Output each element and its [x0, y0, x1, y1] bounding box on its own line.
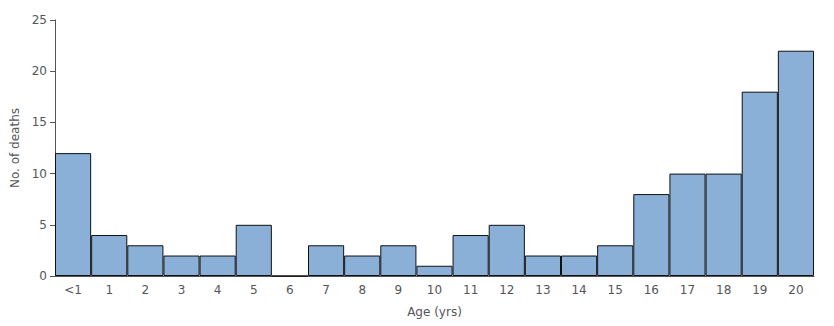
svg-text:12: 12	[499, 283, 514, 297]
svg-text:5: 5	[39, 218, 47, 232]
svg-text:6: 6	[286, 283, 294, 297]
svg-text:8: 8	[358, 283, 366, 297]
svg-text:16: 16	[644, 283, 659, 297]
svg-text:2: 2	[142, 283, 150, 297]
svg-text:No. of deaths: No. of deaths	[8, 108, 22, 188]
svg-text:20: 20	[32, 64, 47, 78]
svg-text:5: 5	[250, 283, 258, 297]
svg-text:3: 3	[178, 283, 186, 297]
svg-text:11: 11	[463, 283, 478, 297]
svg-text:9: 9	[395, 283, 403, 297]
svg-text:13: 13	[535, 283, 550, 297]
svg-text:10: 10	[427, 283, 442, 297]
svg-text:14: 14	[571, 283, 586, 297]
svg-text:0: 0	[39, 269, 47, 283]
svg-text:<1: <1	[64, 283, 82, 297]
svg-text:15: 15	[32, 115, 47, 129]
svg-text:19: 19	[752, 283, 767, 297]
svg-text:7: 7	[322, 283, 330, 297]
svg-text:Age (yrs): Age (yrs)	[407, 305, 462, 319]
svg-text:4: 4	[214, 283, 222, 297]
svg-text:1: 1	[105, 283, 113, 297]
svg-text:18: 18	[716, 283, 731, 297]
svg-text:15: 15	[608, 283, 623, 297]
svg-text:10: 10	[32, 167, 47, 181]
svg-text:20: 20	[788, 283, 803, 297]
svg-text:25: 25	[32, 13, 47, 27]
svg-text:17: 17	[680, 283, 695, 297]
